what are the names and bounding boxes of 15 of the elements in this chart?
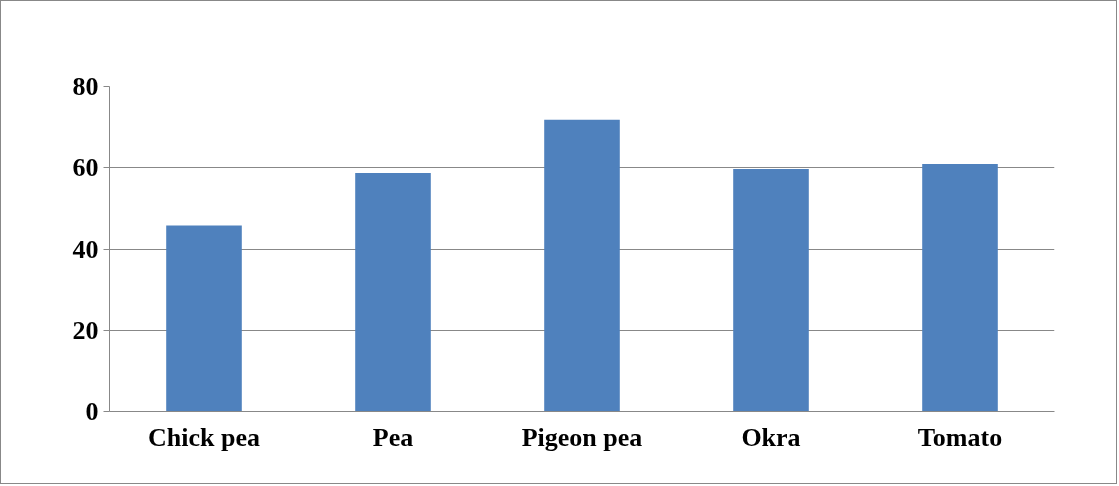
bar <box>355 173 431 412</box>
y-tick-label: 60 <box>72 153 99 183</box>
x-tick-label: Tomato <box>917 422 1003 452</box>
y-tick-label: 40 <box>72 234 99 264</box>
y-tick-label: 20 <box>72 315 99 345</box>
x-tick-label: Okra <box>741 422 801 452</box>
bar <box>922 164 998 412</box>
y-tick-label: 0 <box>85 397 99 426</box>
x-tick-label: Pea <box>372 422 414 452</box>
x-tick-label: Chick pea <box>148 422 260 452</box>
x-tick-label: Pigeon pea <box>521 422 643 452</box>
bar <box>733 168 809 412</box>
bar <box>544 119 620 412</box>
y-tick-label: 80 <box>72 72 99 101</box>
bar <box>166 225 242 412</box>
